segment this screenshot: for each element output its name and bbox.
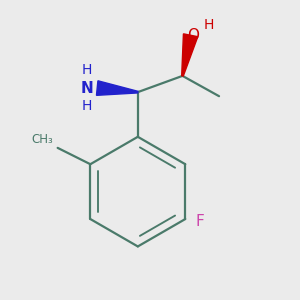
- Text: CH₃: CH₃: [32, 133, 54, 146]
- Polygon shape: [182, 34, 198, 76]
- Text: O: O: [187, 28, 199, 43]
- Polygon shape: [97, 81, 138, 95]
- Text: H: H: [82, 99, 92, 113]
- Text: N: N: [81, 81, 93, 96]
- Text: H: H: [204, 18, 214, 32]
- Text: H: H: [82, 63, 92, 77]
- Text: F: F: [196, 214, 204, 229]
